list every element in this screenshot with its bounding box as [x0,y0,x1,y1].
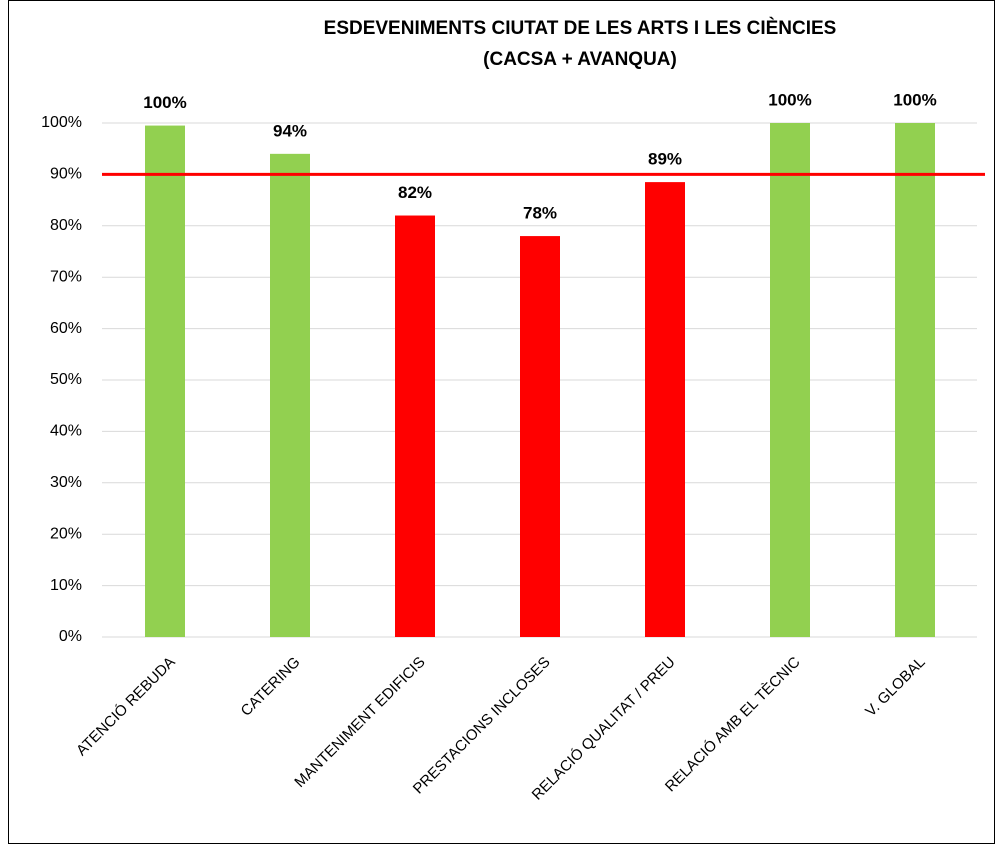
chart-title: ESDEVENIMENTS CIUTAT DE LES ARTS I LES C… [324,17,837,39]
y-tick-label: 60% [50,320,82,337]
y-tick-label: 90% [50,166,82,183]
data-label: 100% [893,90,936,109]
y-tick-label: 0% [59,628,82,645]
bar [770,123,810,637]
data-label: 100% [768,90,811,109]
bar [895,123,935,637]
y-tick-label: 70% [50,268,82,285]
y-tick-label: 30% [50,474,82,491]
y-tick-label: 10% [50,577,82,594]
y-tick-label: 20% [50,525,82,542]
data-label: 78% [523,204,557,223]
data-label: 89% [648,150,682,169]
data-label: 82% [398,183,432,202]
y-tick-label: 80% [50,217,82,234]
bar [395,215,435,637]
data-label: 94% [273,121,307,140]
bar [645,182,685,638]
y-tick-label: 100% [41,114,82,131]
data-label: 100% [143,93,186,112]
bar [145,125,185,637]
chart-title: (CACSA + AVANQUA) [483,49,677,70]
y-tick-label: 50% [50,371,82,388]
bar [270,153,310,637]
bar [520,236,560,637]
y-tick-label: 40% [50,423,82,440]
